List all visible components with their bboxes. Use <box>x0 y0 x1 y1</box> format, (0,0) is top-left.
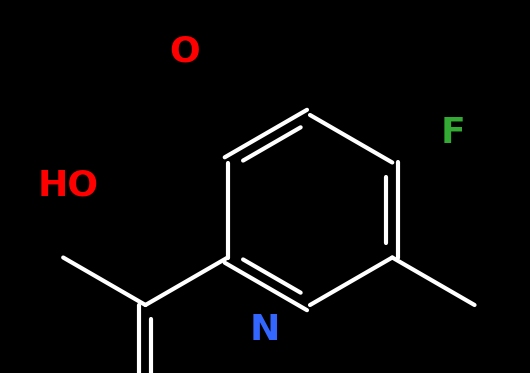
Text: N: N <box>250 313 280 347</box>
Text: O: O <box>170 35 200 69</box>
Text: F: F <box>440 116 465 150</box>
Text: HO: HO <box>38 168 99 202</box>
